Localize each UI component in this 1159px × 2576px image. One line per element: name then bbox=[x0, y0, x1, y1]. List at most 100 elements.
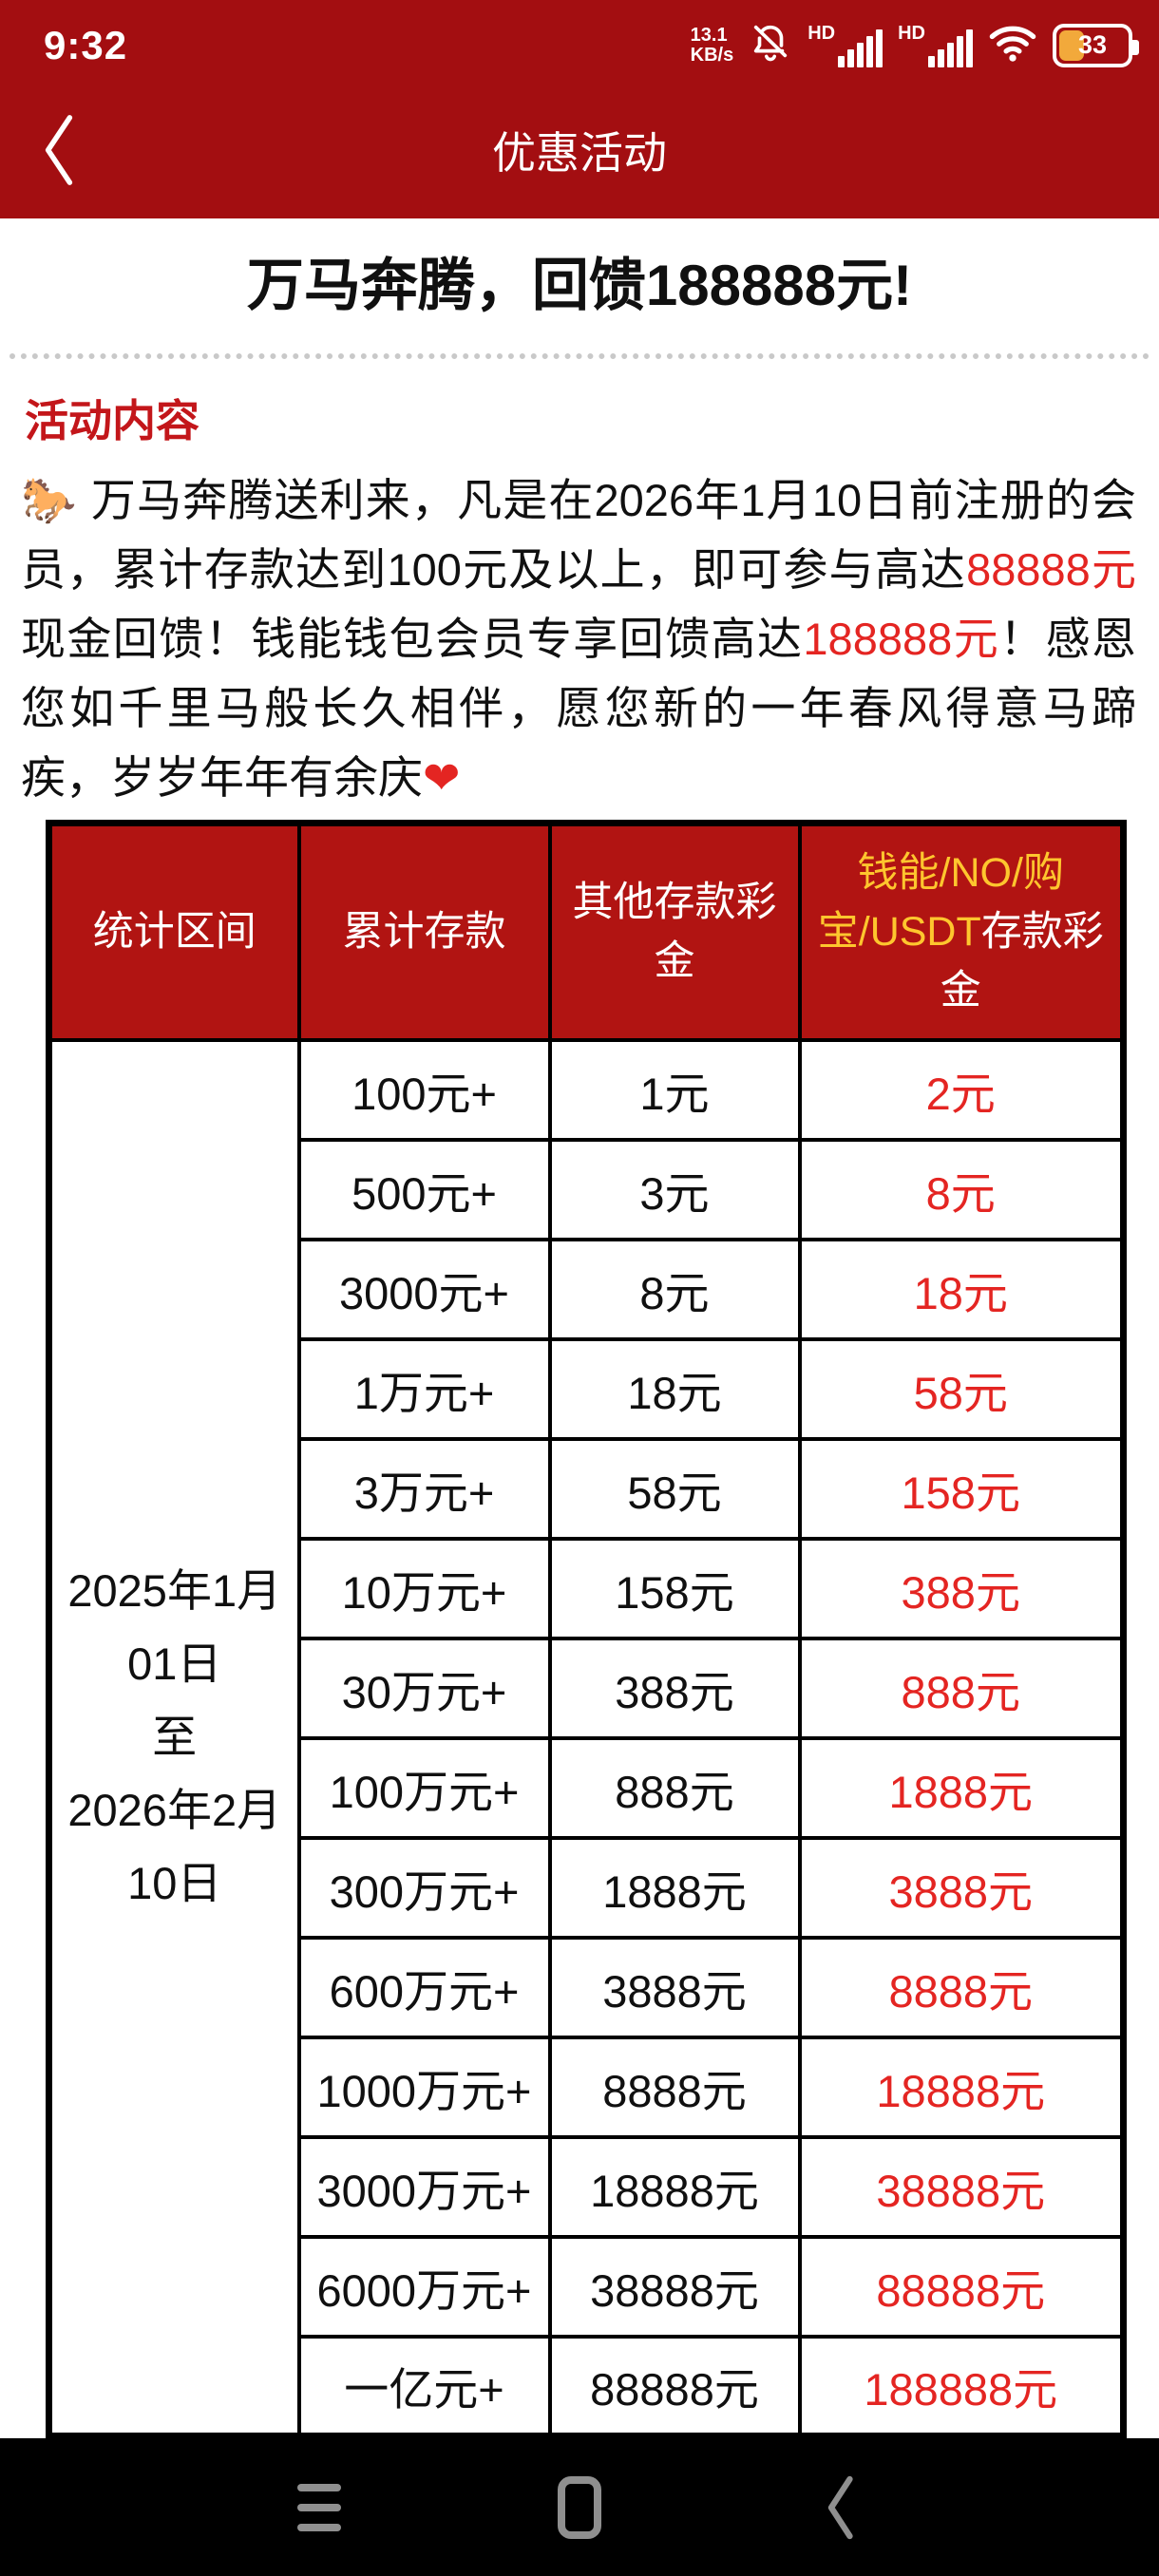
period-line: 至 bbox=[152, 1712, 198, 1763]
sim1-signal-icon: HD bbox=[808, 22, 884, 67]
deposit-cell: 10万元+ bbox=[296, 1536, 552, 1640]
deposit-cell: 30万元+ bbox=[296, 1636, 552, 1740]
dashed-divider bbox=[10, 353, 1150, 359]
bonus-table-row: 30万元+ 388元 888元 bbox=[49, 1636, 1126, 1740]
header-special-gold-part: 钱能/NO/购宝/USDT bbox=[817, 850, 1064, 956]
header-period: 统计区间 bbox=[47, 821, 301, 1042]
section-heading: 活动内容 bbox=[25, 396, 200, 445]
network-speed-unit: KB/s bbox=[690, 44, 734, 66]
network-speed-indicator: 13.1 KB/s bbox=[690, 24, 734, 66]
heart-emoji: ❤ bbox=[423, 752, 461, 803]
other-bonus-cell: 3元 bbox=[547, 1137, 802, 1241]
battery-icon: 33 bbox=[1053, 23, 1139, 67]
header-deposit: 累计存款 bbox=[296, 821, 552, 1042]
bonus-table-row: 300万元+ 1888元 3888元 bbox=[49, 1835, 1126, 1940]
other-bonus-cell: 158元 bbox=[547, 1536, 802, 1640]
description-seg1: 万马奔腾送利来，凡是在2026年1月10日前注册的会员，累计存款达到100元及以… bbox=[21, 475, 1136, 595]
bonus-table-row: 500元+ 3元 8元 bbox=[49, 1137, 1126, 1241]
promo-title: 万马奔腾，回馈188888元! bbox=[246, 254, 913, 317]
app-header: 9:32 13.1 KB/s HD bbox=[0, 0, 1159, 218]
network-speed-value: 13.1 bbox=[690, 24, 728, 46]
period-line: 2025年1月 bbox=[67, 1565, 282, 1617]
app-nav-bar: 优惠活动 bbox=[0, 81, 1159, 218]
other-bonus-cell: 58元 bbox=[547, 1436, 802, 1541]
recent-apps-button[interactable] bbox=[294, 2472, 344, 2544]
other-bonus-cell: 388元 bbox=[547, 1636, 802, 1740]
other-bonus-cell: 8元 bbox=[547, 1237, 802, 1341]
android-back-button[interactable] bbox=[815, 2472, 864, 2544]
home-button[interactable] bbox=[555, 2472, 604, 2544]
other-bonus-cell: 888元 bbox=[547, 1735, 802, 1840]
header-special-white-part: 存款彩金 bbox=[940, 909, 1104, 1014]
deposit-cell: 1000万元+ bbox=[296, 2035, 552, 2139]
status-bar: 9:32 13.1 KB/s HD bbox=[0, 0, 1159, 81]
battery-percent: 33 bbox=[1077, 30, 1108, 59]
bonus-table-row: 一亿元+ 88888元 188888元 bbox=[49, 2334, 1126, 2438]
bonus-table-row: 100万元+ 888元 1888元 bbox=[49, 1735, 1126, 1840]
promo-description: 🐎 万马奔腾送利来，凡是在2026年1月10日前注册的会员，累计存款达到100元… bbox=[21, 465, 1136, 812]
bonus-table-row: 1万元+ 18元 58元 bbox=[49, 1336, 1126, 1441]
special-bonus-cell: 388元 bbox=[797, 1536, 1126, 1640]
period-cell: 2025年1月 01日至 2026年2月 10日 bbox=[47, 1037, 301, 2438]
period-line: 01日 bbox=[127, 1638, 222, 1690]
deposit-cell: 3000元+ bbox=[296, 1237, 552, 1341]
special-bonus-cell: 58元 bbox=[797, 1336, 1126, 1441]
status-icons: 13.1 KB/s HD HD bbox=[690, 20, 1139, 70]
bonus-table-row: 2025年1月 01日至 2026年2月 10日 100元+ 1元 2元 bbox=[47, 1037, 1126, 2438]
deposit-cell: 3000万元+ bbox=[296, 2134, 552, 2239]
bonus-table-row: 3000万元+ 18888元 38888元 bbox=[49, 2134, 1126, 2239]
bonus-table-row: 600万元+ 3888元 8888元 bbox=[49, 1935, 1126, 2039]
bonus-table-header-row: 统计区间 累计存款 其他存款彩金 钱能/NO/购宝/USDT存款彩金 bbox=[47, 821, 1126, 1042]
special-bonus-cell: 88888元 bbox=[797, 2234, 1126, 2339]
period-line: 2026年2月 bbox=[67, 1785, 282, 1836]
page-nav-title: 优惠活动 bbox=[492, 127, 667, 178]
other-bonus-cell: 38888元 bbox=[547, 2234, 802, 2339]
other-bonus-cell: 1888元 bbox=[547, 1835, 802, 1940]
bonus-table: 统计区间 累计存款 其他存款彩金 钱能/NO/购宝/USDT存款彩金 2025年… bbox=[46, 820, 1127, 2439]
special-bonus-cell: 2元 bbox=[797, 1037, 1126, 1142]
bonus-table-row: 10万元+ 158元 388元 bbox=[49, 1536, 1126, 1640]
description-seg3: ！感恩您如千里马般长久相伴，愿您新的一年春风得意马蹄疾，岁岁年年有余庆 bbox=[21, 614, 1137, 803]
android-navigation-bar bbox=[0, 2438, 1159, 2576]
bonus-table-row: 6000万元+ 38888元 88888元 bbox=[49, 2234, 1126, 2339]
special-bonus-cell: 18888元 bbox=[797, 2035, 1126, 2139]
special-bonus-cell: 158元 bbox=[797, 1436, 1126, 1541]
clock: 9:32 bbox=[44, 22, 128, 67]
highlight-amount-88888: 88888元 bbox=[966, 544, 1136, 595]
other-bonus-cell: 1元 bbox=[547, 1037, 802, 1142]
special-bonus-cell: 888元 bbox=[797, 1636, 1126, 1740]
sim2-hd-label: HD bbox=[898, 22, 925, 44]
sim1-hd-label: HD bbox=[808, 22, 836, 44]
bonus-table-row: 3000元+ 8元 18元 bbox=[49, 1237, 1126, 1341]
horse-emoji: 🐎 bbox=[21, 475, 78, 525]
special-bonus-cell: 38888元 bbox=[797, 2134, 1126, 2239]
special-bonus-cell: 18元 bbox=[797, 1237, 1126, 1341]
deposit-cell: 3万元+ bbox=[296, 1436, 552, 1541]
special-bonus-cell: 3888元 bbox=[797, 1835, 1126, 1940]
special-bonus-cell: 8元 bbox=[797, 1137, 1126, 1241]
period-line: 10日 bbox=[127, 1858, 222, 1909]
special-bonus-cell: 188888元 bbox=[797, 2334, 1126, 2438]
bonus-table-row: 3万元+ 58元 158元 bbox=[49, 1436, 1126, 1541]
deposit-cell: 1万元+ bbox=[296, 1336, 552, 1441]
other-bonus-cell: 3888元 bbox=[547, 1935, 802, 2039]
other-bonus-cell: 18元 bbox=[547, 1336, 802, 1441]
special-bonus-cell: 8888元 bbox=[797, 1935, 1126, 2039]
highlight-amount-188888: 188888元 bbox=[803, 614, 1000, 664]
other-bonus-cell: 88888元 bbox=[547, 2334, 802, 2438]
deposit-cell: 一亿元+ bbox=[296, 2334, 552, 2438]
deposit-cell: 300万元+ bbox=[296, 1835, 552, 1940]
back-button[interactable] bbox=[40, 107, 87, 193]
deposit-cell: 100万元+ bbox=[296, 1735, 552, 1840]
other-bonus-cell: 18888元 bbox=[547, 2134, 802, 2239]
deposit-cell: 500元+ bbox=[296, 1137, 552, 1241]
deposit-cell: 600万元+ bbox=[296, 1935, 552, 2039]
special-bonus-cell: 1888元 bbox=[797, 1735, 1126, 1840]
header-special-bonus: 钱能/NO/购宝/USDT存款彩金 bbox=[797, 821, 1126, 1042]
bonus-table-row: 1000万元+ 8888元 18888元 bbox=[49, 2035, 1126, 2139]
wifi-icon bbox=[988, 22, 1037, 68]
sim2-signal-icon: HD bbox=[898, 24, 973, 67]
deposit-cell: 6000万元+ bbox=[296, 2234, 552, 2339]
description-seg2: 现金回馈！钱能钱包会员专享回馈高达 bbox=[21, 614, 804, 664]
